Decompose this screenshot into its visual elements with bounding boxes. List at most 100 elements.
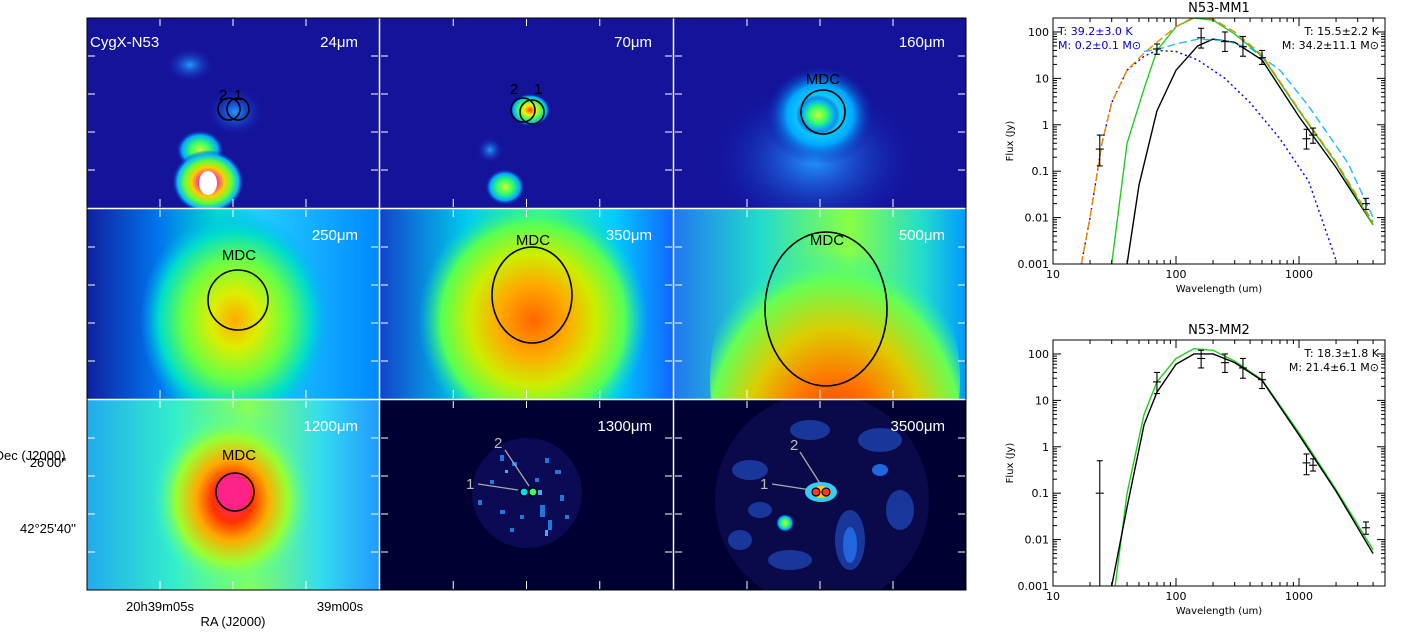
panel-24um [87,18,379,208]
panel-160um [674,18,966,208]
pointer-label: 2 [494,435,502,452]
y-tick-label: 10 [1035,394,1049,407]
x-tick-label: 1000 [1285,590,1313,603]
x-tick-label: 100 [1166,268,1187,281]
data-point [1238,35,1247,57]
band-label: 250μm [312,227,358,244]
mdc-label: MDC [806,71,840,88]
y-tick-label: 0.1 [1032,487,1050,500]
series-line [1126,38,1374,264]
pointer-arrow [799,451,822,486]
mdc-label: MDC [516,232,550,249]
series-line [1114,347,1374,586]
band-label: 1300μm [597,418,652,435]
ticklabel-text: RA (J2000) [200,614,265,629]
data-point [1309,458,1318,472]
sed-plot-mm2: N53-MM2 10 100 1000 0.001 0.01 0.1 1 10 100 Wavele… [1005,323,1386,617]
ticklabel-text: 26'00'' [30,455,66,470]
fit-annotation: M: 21.4±6.1 M⊙ [1289,361,1379,374]
fit-annotation: T: 18.3±1.8 K [1303,347,1379,360]
fit-annotation: M: 0.2±0.1 M⊙ [1058,39,1141,52]
y-tick-label: 10 [1035,72,1049,85]
fit-annotation: T: 15.5±2.2 K [1303,25,1379,38]
plot-frame [1052,339,1386,587]
data-point [1220,31,1229,53]
fit-annotation: T: 39.2±3.0 K [1057,25,1133,38]
pointer-label: 2 [790,437,798,454]
sed-plot-mm1: N53-MM1 10 100 1000 0.001 0.01 0.1 1 10 100 Wavele… [1005,1,1386,295]
data-point [1095,134,1104,167]
panel-grid [87,18,966,590]
panel-1200um [87,400,379,590]
source-label: CygX-N53 [90,34,159,51]
figure-frame [86,17,967,591]
pointer-label: 1 [466,476,474,493]
x-tick-label: 100 [1166,590,1187,603]
series-line [1080,18,1374,264]
x-axis-label: Wavelength (um) [1176,284,1262,295]
chart-title: N53-MM1 [1188,1,1250,16]
data-point [1197,349,1206,369]
data-point [1220,353,1229,373]
data-point [1152,371,1161,395]
y-tick-label: 0.1 [1032,165,1050,178]
mdc-label: MDC [810,232,844,249]
y-tick-label: 1 [1042,441,1049,454]
x-tick-label: 1000 [1285,268,1313,281]
panel-3500um [674,400,966,590]
panel-350um [380,209,673,399]
series-line [1110,18,1374,264]
mdc-label: MDC [222,247,256,264]
fit-annotation: M: 34.2±11.1 M⊙ [1282,39,1379,52]
ticklabel-text: 20h39m05s [126,599,194,614]
panel-70um [380,18,673,208]
plot-frame [1052,17,1386,265]
data-point [1095,460,1104,586]
x-axis-label: Wavelength (um) [1176,606,1262,617]
series-line [1143,38,1374,218]
series-line [1111,353,1374,586]
y-axis-label: Flux (Jy) [1005,443,1016,484]
pointer-arrow [477,483,519,491]
data-point [1197,27,1206,49]
x-tick-label: 10 [1046,590,1060,603]
chart-title: N53-MM2 [1188,323,1250,338]
pointer-arrow [771,483,812,491]
y-tick-label: 0.001 [1018,258,1050,271]
circle-label: 2 [219,87,227,104]
data-point [1302,453,1311,476]
tick-marks [88,19,965,589]
y-axis-label: Flux (Jy) [1005,121,1016,162]
panel-250um [87,209,379,399]
band-label: 70μm [614,34,652,51]
panel-500um [674,209,966,399]
y-tick-label: 0.01 [1025,212,1050,225]
panel-1300um [380,400,673,590]
band-label: 3500μm [890,418,945,435]
y-tick-label: 1 [1042,119,1049,132]
ticklabel-text: Dec (J2000) [0,448,65,463]
data-point [1238,357,1247,379]
circle-label: 1 [234,87,242,104]
data-point [1302,128,1311,150]
ticklabel-text: 39m00s [317,599,364,614]
band-label: 500μm [899,227,945,244]
circle-label: 2 [510,81,518,98]
data-point [1361,521,1370,535]
pointer-arrow [504,449,530,487]
data-point [1309,127,1318,144]
y-tick-label: 0.001 [1018,580,1050,593]
y-tick-label: 100 [1028,26,1049,39]
y-tick-label: 0.01 [1025,534,1050,547]
x-tick-label: 10 [1046,268,1060,281]
band-label: 1200μm [303,418,358,435]
pointer-label: 1 [760,476,768,493]
band-label: 160μm [899,34,945,51]
circle-label: 1 [534,81,542,98]
ticklabel-text: 42°25'40'' [20,521,76,536]
data-point [1257,49,1266,65]
data-point [1152,43,1161,55]
y-tick-label: 100 [1028,348,1049,361]
data-point [1361,197,1370,210]
